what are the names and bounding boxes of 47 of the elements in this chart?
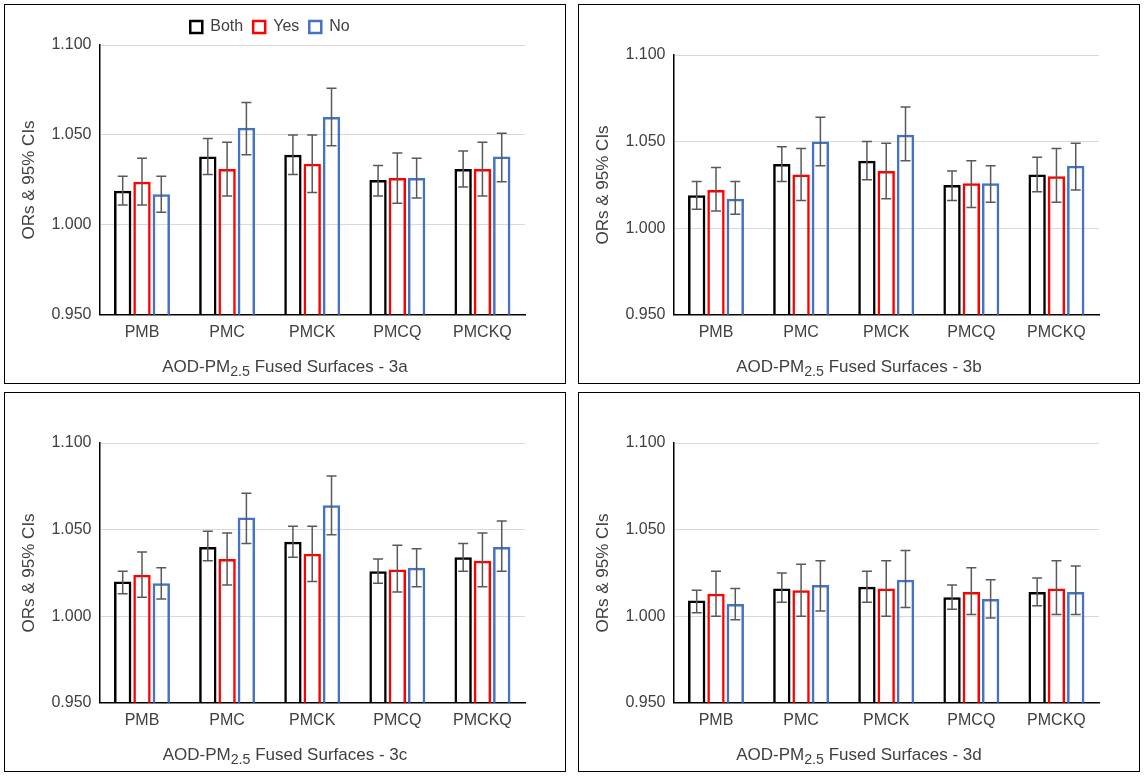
x-tick-label: PMCKQ xyxy=(453,322,512,340)
x-tick-label: PMB xyxy=(698,710,734,728)
x-axis-title: AOD-PM$_{2.5}$ Fused Surfaces - 3d xyxy=(735,744,983,767)
y-tick-label: 1.050 xyxy=(625,520,666,538)
y-tick-label: 0.950 xyxy=(51,693,92,711)
x-tick-label: PMC xyxy=(209,322,245,340)
x-tick-label: PMC xyxy=(783,322,819,340)
x-tick-label: PMCK xyxy=(289,322,336,340)
y-axis-title: ORs & 95% CIs xyxy=(592,513,612,633)
legend-label: Yes xyxy=(273,17,300,35)
x-tick-label: PMC xyxy=(783,710,819,728)
x-tick-label: PMCKQ xyxy=(1027,322,1086,340)
x-axis-title: AOD-PM$_{2.5}$ Fused Surfaces - 3b xyxy=(735,356,983,379)
y-tick-label: 1.000 xyxy=(51,215,92,233)
y-tick-label: 1.100 xyxy=(625,45,666,63)
y-tick-label: 0.950 xyxy=(625,305,666,323)
x-tick-label: PMC xyxy=(209,710,245,728)
y-axis-title: ORs & 95% CIs xyxy=(18,120,38,240)
legend-label: No xyxy=(329,17,350,35)
y-axis-title: ORs & 95% CIs xyxy=(18,513,38,633)
x-axis-title: AOD-PM$_{2.5}$ Fused Surfaces - 3a xyxy=(161,356,409,379)
y-tick-label: 1.100 xyxy=(625,433,666,451)
x-tick-label: PMCQ xyxy=(947,322,996,340)
y-axis-title: ORs & 95% CIs xyxy=(592,125,612,245)
y-tick-label: 1.000 xyxy=(625,218,666,236)
y-tick-label: 1.100 xyxy=(51,433,92,451)
x-tick-label: PMCQ xyxy=(373,710,422,728)
x-tick-label: PMB xyxy=(124,710,160,728)
x-tick-label: PMCQ xyxy=(947,710,996,728)
y-tick-label: 1.050 xyxy=(51,125,92,143)
x-tick-label: PMCQ xyxy=(373,322,422,340)
y-tick-label: 1.000 xyxy=(625,606,666,624)
x-tick-label: PMCKQ xyxy=(1027,710,1086,728)
x-tick-label: PMCKQ xyxy=(453,710,512,728)
x-tick-label: PMCK xyxy=(863,322,910,340)
x-tick-label: PMB xyxy=(124,322,160,340)
x-axis-title: AOD-PM$_{2.5}$ Fused Surfaces - 3c xyxy=(161,744,409,767)
x-tick-label: PMCK xyxy=(863,710,910,728)
x-tick-label: PMB xyxy=(698,322,734,340)
y-tick-label: 1.050 xyxy=(625,132,666,150)
y-tick-label: 1.000 xyxy=(51,606,92,624)
legend-label: Both xyxy=(210,17,244,35)
y-tick-label: 1.100 xyxy=(51,35,92,53)
y-tick-label: 0.950 xyxy=(51,305,92,323)
y-tick-label: 0.950 xyxy=(625,693,666,711)
y-tick-label: 1.050 xyxy=(51,520,92,538)
x-tick-label: PMCK xyxy=(289,710,336,728)
